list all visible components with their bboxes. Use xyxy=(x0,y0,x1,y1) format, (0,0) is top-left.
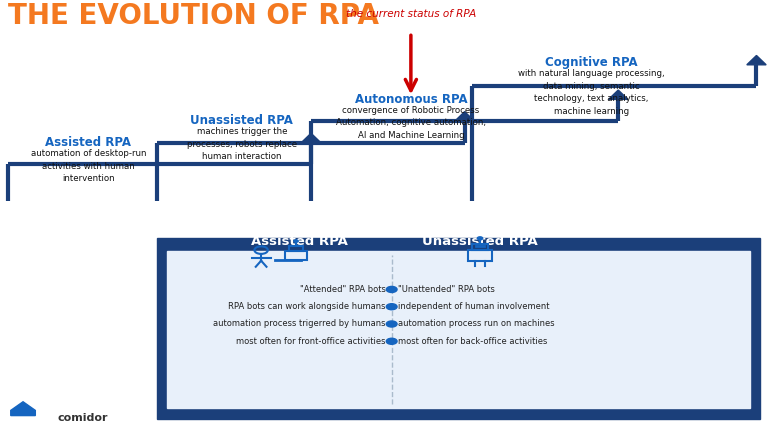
Bar xyxy=(290,245,303,251)
Circle shape xyxy=(386,286,397,292)
Text: automation of desktop-run
activities with human
intervention: automation of desktop-run activities wit… xyxy=(31,149,146,183)
Text: comidor: comidor xyxy=(58,413,108,423)
Text: "Unattended" RPA bots: "Unattended" RPA bots xyxy=(398,285,495,294)
Polygon shape xyxy=(455,111,475,121)
Text: machines trigger the
processes, robots replace
human interaction: machines trigger the processes, robots r… xyxy=(187,127,297,162)
Text: the current status of RPA: the current status of RPA xyxy=(346,9,476,19)
Bar xyxy=(167,251,750,408)
Bar xyxy=(157,238,760,419)
Polygon shape xyxy=(301,133,321,143)
Circle shape xyxy=(386,304,397,310)
Bar xyxy=(468,250,492,260)
Text: Autonomous RPA: Autonomous RPA xyxy=(355,93,467,106)
Text: Unassisted RPA: Unassisted RPA xyxy=(422,235,538,248)
Circle shape xyxy=(477,237,482,240)
Text: Assisted RPA: Assisted RPA xyxy=(45,136,131,149)
Text: automation process trigerred by humans: automation process trigerred by humans xyxy=(213,320,386,328)
Text: Cognitive RPA: Cognitive RPA xyxy=(545,56,637,69)
Polygon shape xyxy=(746,55,766,65)
Circle shape xyxy=(294,240,298,242)
Polygon shape xyxy=(11,402,35,416)
Circle shape xyxy=(386,321,397,327)
Text: THE EVOLUTION OF RPA: THE EVOLUTION OF RPA xyxy=(8,2,379,30)
Text: most often for back-office activities: most often for back-office activities xyxy=(398,337,547,346)
Text: "Attended" RPA bots: "Attended" RPA bots xyxy=(300,285,386,294)
Text: convergence of Robotic Process
Automation, cognitive automation,
AI and Machine : convergence of Robotic Process Automatio… xyxy=(336,106,486,140)
Bar xyxy=(472,244,488,250)
Text: most often for front-office activities: most often for front-office activities xyxy=(236,337,386,346)
Text: with natural language processing,
data mining, semantic
technology, text analyti: with natural language processing, data m… xyxy=(518,69,664,116)
Polygon shape xyxy=(608,90,628,99)
Text: Unassisted RPA: Unassisted RPA xyxy=(190,114,293,127)
Text: independent of human involvement: independent of human involvement xyxy=(398,302,549,311)
Circle shape xyxy=(386,338,397,344)
Bar xyxy=(286,251,307,260)
Text: automation process run on machines: automation process run on machines xyxy=(398,320,554,328)
Text: Assisted RPA: Assisted RPA xyxy=(251,235,348,248)
Text: RPA bots can work alongside humans: RPA bots can work alongside humans xyxy=(228,302,386,311)
